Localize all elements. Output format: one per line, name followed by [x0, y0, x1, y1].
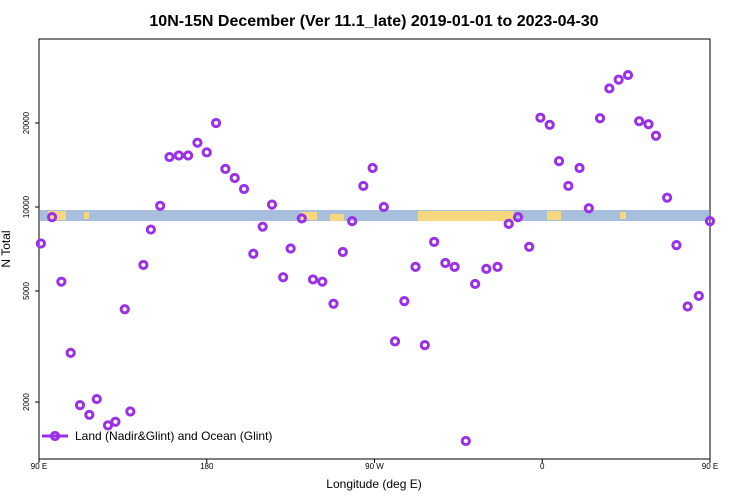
data-point: [440, 257, 451, 269]
data-point: [492, 261, 503, 273]
chart-title: 10N-15N December (Ver 11.1_late) 2019-01…: [149, 13, 598, 30]
data-point: [574, 162, 585, 174]
data-point: [524, 241, 535, 252]
data-point: [220, 163, 231, 174]
data-points: [35, 69, 716, 447]
data-point: [248, 248, 259, 259]
data-point: [594, 113, 606, 124]
data-point: [449, 261, 460, 273]
data-point: [74, 400, 86, 411]
data-point: [138, 259, 149, 271]
data-point: [410, 261, 421, 273]
data-point: [419, 339, 430, 351]
data-point: [535, 112, 546, 123]
data-point: [389, 336, 401, 347]
data-point: [399, 296, 410, 307]
x-tick-label: 90 E: [702, 462, 718, 471]
data-point: [481, 263, 492, 275]
x-tick-label: 0: [540, 462, 545, 471]
data-point: [583, 203, 594, 214]
data-point: [634, 116, 645, 127]
data-point: [704, 216, 716, 227]
data-point: [91, 393, 102, 405]
land-band-segment: [330, 214, 344, 221]
data-point: [378, 201, 389, 213]
data-point: [210, 117, 222, 129]
data-point: [229, 172, 240, 184]
data-point: [429, 236, 440, 247]
data-point: [183, 150, 194, 161]
data-point: [650, 130, 662, 141]
data-point: [460, 435, 471, 447]
data-point: [192, 137, 203, 148]
land-band-segment: [547, 211, 561, 220]
data-point: [278, 272, 289, 283]
data-point: [328, 298, 339, 309]
data-point: [257, 221, 268, 232]
x-tick-label: 90 W: [365, 462, 384, 471]
data-point: [367, 162, 378, 174]
data-point: [643, 119, 654, 130]
y-tick-label: 2000: [22, 393, 31, 411]
land-band-segment: [301, 212, 317, 220]
data-point: [693, 290, 704, 302]
y-axis: 2000 5000 10000 20000: [22, 111, 39, 411]
land-band-segment: [48, 211, 66, 220]
data-point: [173, 150, 184, 161]
x-axis: 90 E 180 90 W 0 90 E: [31, 459, 718, 471]
y-axis-label: N Total: [0, 230, 13, 267]
data-point: [563, 180, 574, 192]
y-tick-label: 20000: [22, 111, 31, 134]
y-tick-label: 10000: [22, 195, 31, 218]
data-point: [347, 216, 358, 227]
data-point: [201, 147, 212, 158]
data-point: [296, 213, 307, 224]
data-point: [266, 199, 278, 210]
legend-label: Land (Nadir&Glint) and Ocean (Glint): [75, 429, 272, 443]
data-point: [84, 409, 95, 420]
legend: Land (Nadir&Glint) and Ocean (Glint): [42, 429, 272, 443]
data-point: [613, 74, 624, 85]
data-point: [46, 212, 58, 223]
x-tick-label: 180: [200, 462, 214, 471]
data-point: [285, 243, 296, 254]
ocean-band: [40, 210, 709, 221]
land-band-segment: [84, 212, 89, 219]
data-point: [358, 180, 369, 192]
data-point: [604, 83, 615, 94]
data-point: [65, 347, 76, 359]
data-point: [56, 276, 67, 287]
data-point: [512, 212, 524, 223]
data-point: [238, 183, 250, 195]
plot-frame: [38, 38, 711, 460]
plot-area: [35, 38, 716, 460]
data-point: [145, 224, 156, 235]
data-point: [544, 119, 555, 130]
data-point: [125, 406, 136, 417]
data-point: [102, 420, 114, 431]
legend-marker-icon: [49, 430, 61, 442]
data-point: [164, 151, 175, 163]
y-tick-label: 5000: [22, 282, 31, 300]
data-point: [337, 246, 348, 258]
land-band-segment: [418, 211, 514, 221]
land-band-segment: [620, 212, 626, 219]
data-point: [503, 218, 514, 229]
data-point: [622, 69, 634, 81]
data-point: [682, 301, 693, 312]
x-tick-label: 90 E: [31, 462, 47, 471]
data-point: [35, 238, 46, 249]
land-ocean-map-band: [40, 210, 709, 221]
data-point: [470, 278, 481, 290]
data-point: [110, 416, 121, 427]
data-point: [553, 156, 565, 167]
data-point: [155, 200, 166, 211]
data-point: [119, 304, 130, 315]
x-axis-label: Longitude (deg E): [326, 477, 421, 491]
data-point: [307, 274, 319, 285]
data-point: [317, 276, 328, 287]
data-point: [662, 192, 673, 203]
data-point: [671, 240, 682, 251]
